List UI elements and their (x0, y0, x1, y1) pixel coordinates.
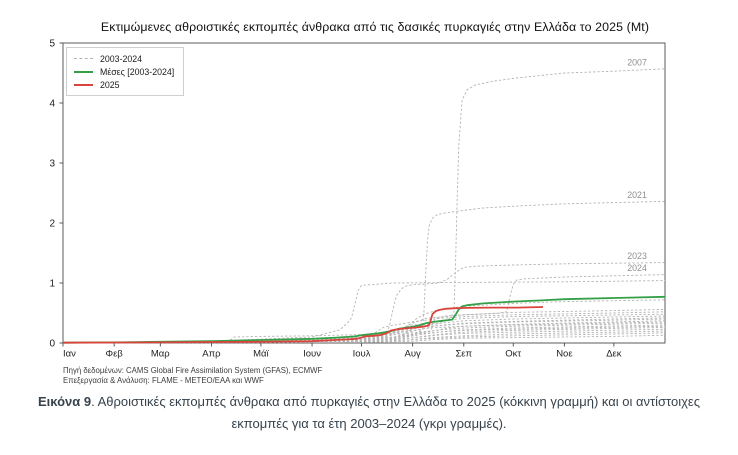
series-line-2003-2024 (62, 308, 666, 343)
y-axis-label: 2 (49, 219, 55, 230)
red-line-swatch (74, 83, 93, 86)
figure-caption: Εικόνα 9. Αθροιστικές εκπομπές άνθρακα α… (0, 391, 738, 435)
data-source-note: Πηγή δεδομένων: CAMS Global Fire Assimil… (63, 366, 322, 386)
chart-legend: 2003-2024 Μέσες [2003-2024] 2025 (66, 47, 185, 96)
year-annotation: 2021 (627, 190, 647, 200)
series-line-2025 (62, 306, 544, 344)
series-line-2003-2024 (62, 325, 666, 344)
y-axis-label: 1 (49, 279, 55, 290)
chart-title: Εκτιμώμενες αθροιστικές εκπομπές άνθρακα… (100, 20, 650, 34)
series-line-2003-2024 (62, 334, 666, 344)
x-axis-label: Μαρ (151, 349, 170, 360)
year-annotation: 2023 (627, 251, 647, 261)
series-line-2003-2024 (62, 328, 666, 344)
figure-caption-body: . Αθροιστικές εκπομπές άνθρακα από πυρκα… (91, 394, 700, 431)
series-line-2003-2024 (62, 315, 666, 343)
series-line-mean (62, 295, 666, 344)
y-axis-label: 5 (49, 39, 55, 50)
x-axis-label: Ιουλ (353, 349, 371, 360)
year-annotation: 2007 (627, 57, 647, 67)
legend-item-2003-2024: 2003-2024 (74, 52, 174, 65)
series-line-2003-2024 (62, 320, 666, 344)
year-annotation: 2024 (627, 263, 647, 273)
series-line-2003-2024 (62, 274, 666, 343)
legend-label: Μέσες [2003-2024] (100, 66, 175, 77)
y-axis-label: 4 (49, 99, 55, 110)
series-line-2003-2024 (62, 280, 666, 343)
figure-caption-text: Εικόνα 9. Αθροιστικές εκπομπές άνθρακα α… (33, 391, 705, 435)
x-axis-label: Ιουν (303, 349, 321, 360)
series-line-2003-2024 (62, 299, 666, 343)
legend-label: 2003-2024 (100, 53, 143, 64)
x-axis-label: Απρ (202, 349, 221, 360)
source-line-1: Πηγή δεδομένων: CAMS Global Fire Assimil… (63, 366, 323, 375)
x-axis-label: Σεπ (455, 349, 472, 360)
x-axis-label: Ιαν (63, 349, 76, 360)
y-axis-label: 3 (49, 159, 55, 170)
legend-item-2025: 2025 (74, 78, 174, 91)
x-axis-label: Μάϊ (253, 349, 269, 360)
legend-item-mean: Μέσες [2003-2024] (74, 65, 174, 78)
series-line-2003-2024 (62, 311, 666, 343)
source-line-2: Επεξεργασία & Ανάλυση: FLAME - METEO/EAA… (63, 376, 264, 385)
series-line-2003-2024 (62, 321, 666, 343)
figure-caption-number: Εικόνα 9 (37, 394, 92, 409)
x-axis-label: Φεβ (105, 349, 123, 360)
series-line-2003-2024 (62, 322, 666, 344)
green-line-swatch (74, 70, 93, 73)
emissions-cumulative-chart: Ιαν Φεβ Μαρ Απρ Μάϊ Ιουν Ιουλ Αυγ Σεπ Οκτ Νοε Δεκ 0 1… (49, 39, 666, 360)
series-line-2003-2024 (62, 332, 666, 344)
x-axis-label: Αυγ (405, 349, 422, 360)
x-axis-label: Οκτ (505, 349, 521, 360)
x-axis-label: Νοε (556, 349, 573, 360)
series-line-2003-2024 (62, 330, 666, 344)
y-axis-label: 0 (49, 339, 55, 350)
legend-label: 2025 (100, 79, 120, 90)
series-line-2003-2024 (62, 324, 666, 344)
x-axis-label: Δεκ (606, 349, 622, 360)
dashed-gray-line-swatch (74, 58, 93, 59)
